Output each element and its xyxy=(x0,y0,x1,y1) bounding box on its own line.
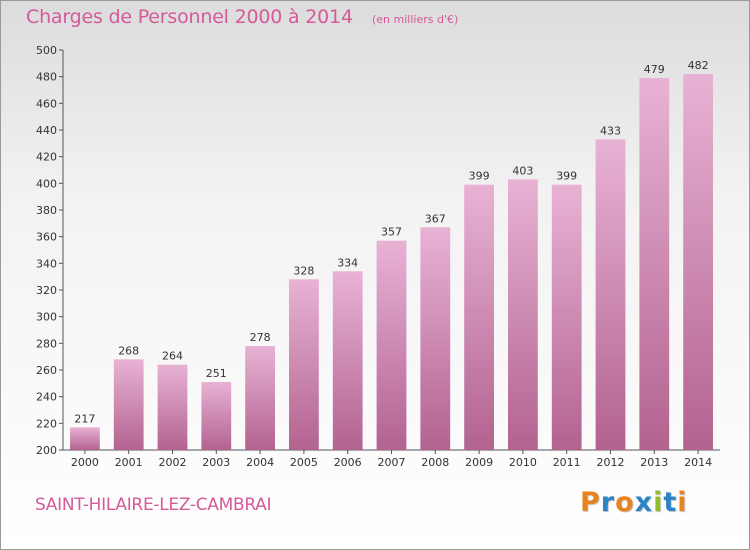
bar xyxy=(289,279,319,450)
bar-value-label: 251 xyxy=(206,367,227,380)
bar xyxy=(595,139,626,451)
x-tick-label: 2005 xyxy=(290,456,318,469)
x-tick-label: 2003 xyxy=(202,456,230,469)
bar-value-label: 334 xyxy=(337,256,358,269)
x-tick-label: 2002 xyxy=(159,456,187,469)
bar xyxy=(376,240,407,450)
bar-value-label: 278 xyxy=(250,331,271,344)
logo-letter: i xyxy=(677,487,688,518)
bar xyxy=(245,346,275,450)
y-tick-label: 220 xyxy=(36,417,57,430)
logo-letter: o xyxy=(615,487,635,518)
x-tick-label: 2000 xyxy=(71,456,99,469)
bar xyxy=(332,271,363,450)
y-tick-label: 360 xyxy=(36,231,57,244)
x-tick-label: 2009 xyxy=(465,456,493,469)
y-tick-label: 280 xyxy=(36,337,57,350)
x-tick-label: 2007 xyxy=(378,456,406,469)
bar-value-label: 357 xyxy=(381,226,402,239)
y-tick-label: 260 xyxy=(36,364,57,377)
y-tick-label: 320 xyxy=(36,284,57,297)
x-tick-label: 2001 xyxy=(115,456,143,469)
bar xyxy=(683,74,713,450)
bar xyxy=(508,179,538,451)
x-tick-label: 2012 xyxy=(597,456,625,469)
x-tick-label: 2010 xyxy=(509,456,537,469)
x-tick-label: 2008 xyxy=(421,456,449,469)
bar-value-label: 264 xyxy=(162,350,183,363)
bar-value-label: 367 xyxy=(425,212,446,225)
x-tick-label: 2011 xyxy=(553,456,581,469)
y-tick-label: 420 xyxy=(36,151,57,164)
chart-subtitle: (en milliers d'€) xyxy=(372,13,459,26)
bar xyxy=(113,359,144,450)
bar xyxy=(420,227,451,450)
bar xyxy=(464,184,494,450)
y-tick-label: 380 xyxy=(36,204,57,217)
bar-value-label: 403 xyxy=(512,164,533,177)
y-tick-label: 400 xyxy=(36,177,57,190)
bar xyxy=(551,184,582,450)
y-tick-label: 440 xyxy=(36,124,57,137)
bar-value-label: 328 xyxy=(293,264,314,277)
y-tick-label: 340 xyxy=(36,257,57,270)
bar-value-label: 399 xyxy=(469,170,490,183)
bar-value-label: 268 xyxy=(118,344,139,357)
bar-value-label: 433 xyxy=(600,124,621,137)
logo-letter: r xyxy=(600,487,616,518)
y-tick-label: 300 xyxy=(36,311,57,324)
x-tick-label: 2014 xyxy=(684,456,712,469)
logo-letter: t xyxy=(663,487,678,518)
bar-value-label: 399 xyxy=(556,170,577,183)
bar-value-label: 482 xyxy=(688,59,709,72)
y-tick-label: 500 xyxy=(36,44,57,57)
y-tick-label: 240 xyxy=(36,391,57,404)
logo-letter: P xyxy=(580,487,601,518)
logo-letter: x xyxy=(634,487,654,518)
y-tick-label: 480 xyxy=(36,71,57,84)
y-tick-label: 200 xyxy=(36,444,57,457)
proxiti-logo: Proxiti xyxy=(580,487,688,518)
bar xyxy=(157,364,188,450)
city-name: SAINT-HILAIRE-LEZ-CAMBRAI xyxy=(35,495,272,515)
bar-value-label: 217 xyxy=(74,412,95,425)
bar-value-label: 479 xyxy=(644,63,665,76)
x-tick-label: 2004 xyxy=(246,456,274,469)
bar xyxy=(201,382,232,450)
y-tick-label: 460 xyxy=(36,97,57,110)
logo-letter: i xyxy=(653,487,664,518)
bar xyxy=(70,427,100,450)
x-tick-label: 2013 xyxy=(640,456,668,469)
bar xyxy=(639,78,670,450)
x-tick-label: 2006 xyxy=(334,456,362,469)
chart-title: Charges de Personnel 2000 à 2014 xyxy=(26,6,353,28)
